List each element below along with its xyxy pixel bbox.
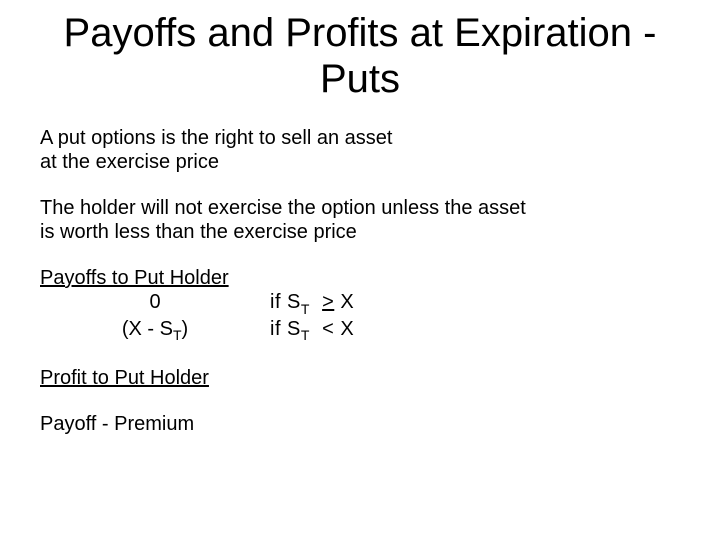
payoffs-header: Payoffs to Put Holder [40,267,229,289]
definition-line-2: at the exercise price [40,150,680,174]
profit-formula: Payoff - Premium [40,413,194,435]
definition-line-1: A put options is the right to sell an as… [40,126,680,150]
exercise-line-2: is worth less than the exercise price [40,220,680,244]
payoff-value-formula: (X - ST) [40,317,270,344]
payoff-condition-lt: if ST < X [270,317,354,344]
profit-formula-block: Payoff - Premium [40,412,680,436]
profit-header: Profit to Put Holder [40,367,209,389]
payoff-value-zero: 0 [40,290,270,317]
slide-title: Payoffs and Profits at Expiration - Puts [40,10,680,102]
payoff-condition-ge: if ST > X [270,290,354,317]
payoff-row-1: 0 if ST > X [40,290,680,317]
payoff-row-2: (X - ST) if ST < X [40,317,680,344]
payoffs-block: Payoffs to Put Holder 0 if ST > X (X - S… [40,266,680,344]
exercise-rule-block: The holder will not exercise the option … [40,196,680,244]
exercise-line-1: The holder will not exercise the option … [40,196,680,220]
slide: Payoffs and Profits at Expiration - Puts… [0,0,720,540]
profit-header-block: Profit to Put Holder [40,366,680,390]
definition-block: A put options is the right to sell an as… [40,126,680,174]
